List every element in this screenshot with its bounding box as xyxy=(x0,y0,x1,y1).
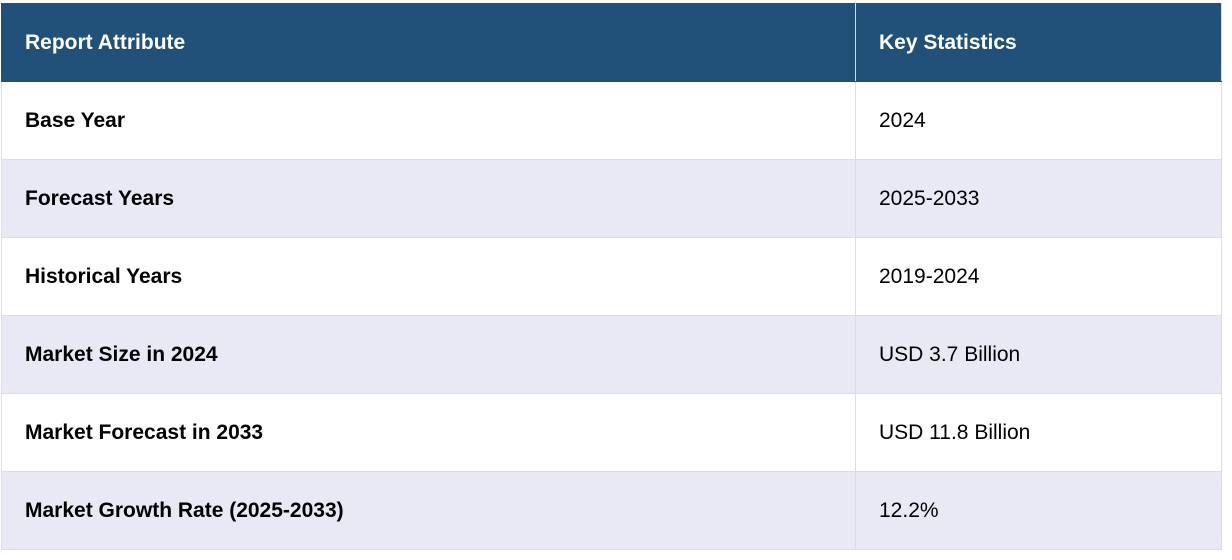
table-container: Report Attribute Key Statistics Base Year… xyxy=(1,3,1222,550)
attribute-cell: Historical Years xyxy=(1,237,856,316)
table-row: Market Size in 2024 USD 3.7 Billion xyxy=(1,315,1222,394)
value-cell: USD 3.7 Billion xyxy=(855,315,1222,394)
table-body: Base Year 2024 Forecast Years 2025-2033 Hist… xyxy=(1,81,1222,550)
value-cell: USD 11.8 Billion xyxy=(855,393,1222,472)
table-row: Market Growth Rate (2025-2033) 12.2% xyxy=(1,471,1222,550)
header-cell: Report Attribute xyxy=(1,3,856,82)
value-cell: 2019-2024 xyxy=(855,237,1222,316)
table-head: Report Attribute Key Statistics xyxy=(1,3,1222,82)
attribute-cell: Forecast Years xyxy=(1,159,856,238)
value-cell: 2025-2033 xyxy=(855,159,1222,238)
attribute-cell: Market Growth Rate (2025-2033) xyxy=(1,471,856,550)
value-cell: 12.2% xyxy=(855,471,1222,550)
table-row: Market Forecast in 2033 USD 11.8 Billion xyxy=(1,393,1222,472)
value-cell: 2024 xyxy=(855,81,1222,160)
stats-table: Report Attribute Key Statistics Base Year… xyxy=(1,3,1222,550)
table-row: Base Year 2024 xyxy=(1,81,1222,160)
table-row: Historical Years 2019-2024 xyxy=(1,237,1222,316)
attribute-cell: Base Year xyxy=(1,81,856,160)
table-row: Forecast Years 2025-2033 xyxy=(1,159,1222,238)
header-row: Report Attribute Key Statistics xyxy=(1,3,1222,82)
attribute-cell: Market Size in 2024 xyxy=(1,315,856,394)
header-cell: Key Statistics xyxy=(855,3,1222,82)
attribute-cell: Market Forecast in 2033 xyxy=(1,393,856,472)
